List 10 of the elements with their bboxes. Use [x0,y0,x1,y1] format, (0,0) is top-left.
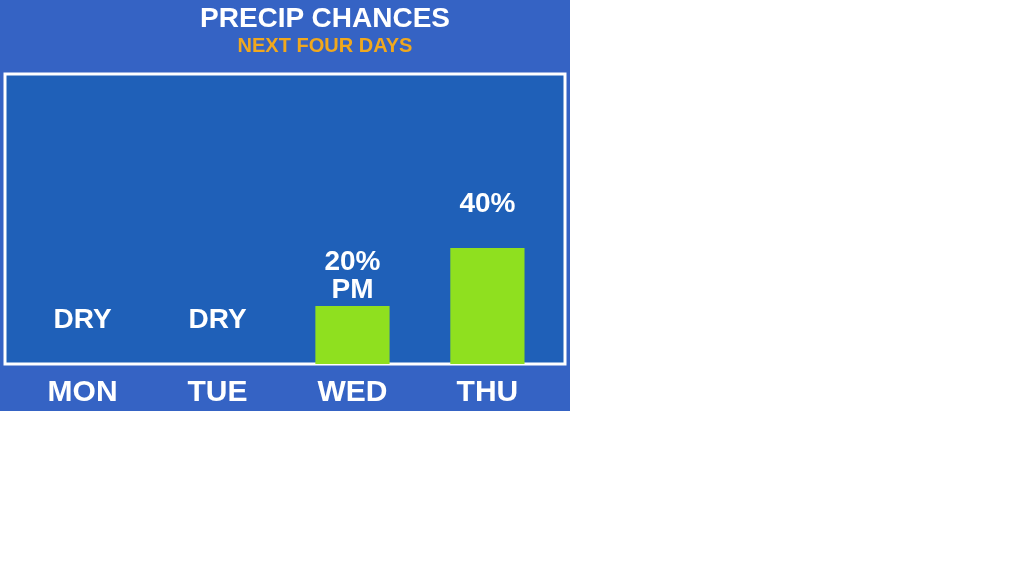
data-label: 40% [459,187,516,218]
data-label: DRY [53,303,112,334]
chart-title: PRECIP CHANCES [200,2,450,33]
x-tick-label: THU [456,373,519,407]
x-tick-label: MON [47,373,118,407]
data-label: 20% PM [324,245,381,304]
x-tick-label: TUE [187,373,248,407]
chart-subtitle: NEXT FOUR DAYS [237,34,413,56]
x-tick-label: WED [317,373,388,407]
data-label: DRY [188,303,247,334]
